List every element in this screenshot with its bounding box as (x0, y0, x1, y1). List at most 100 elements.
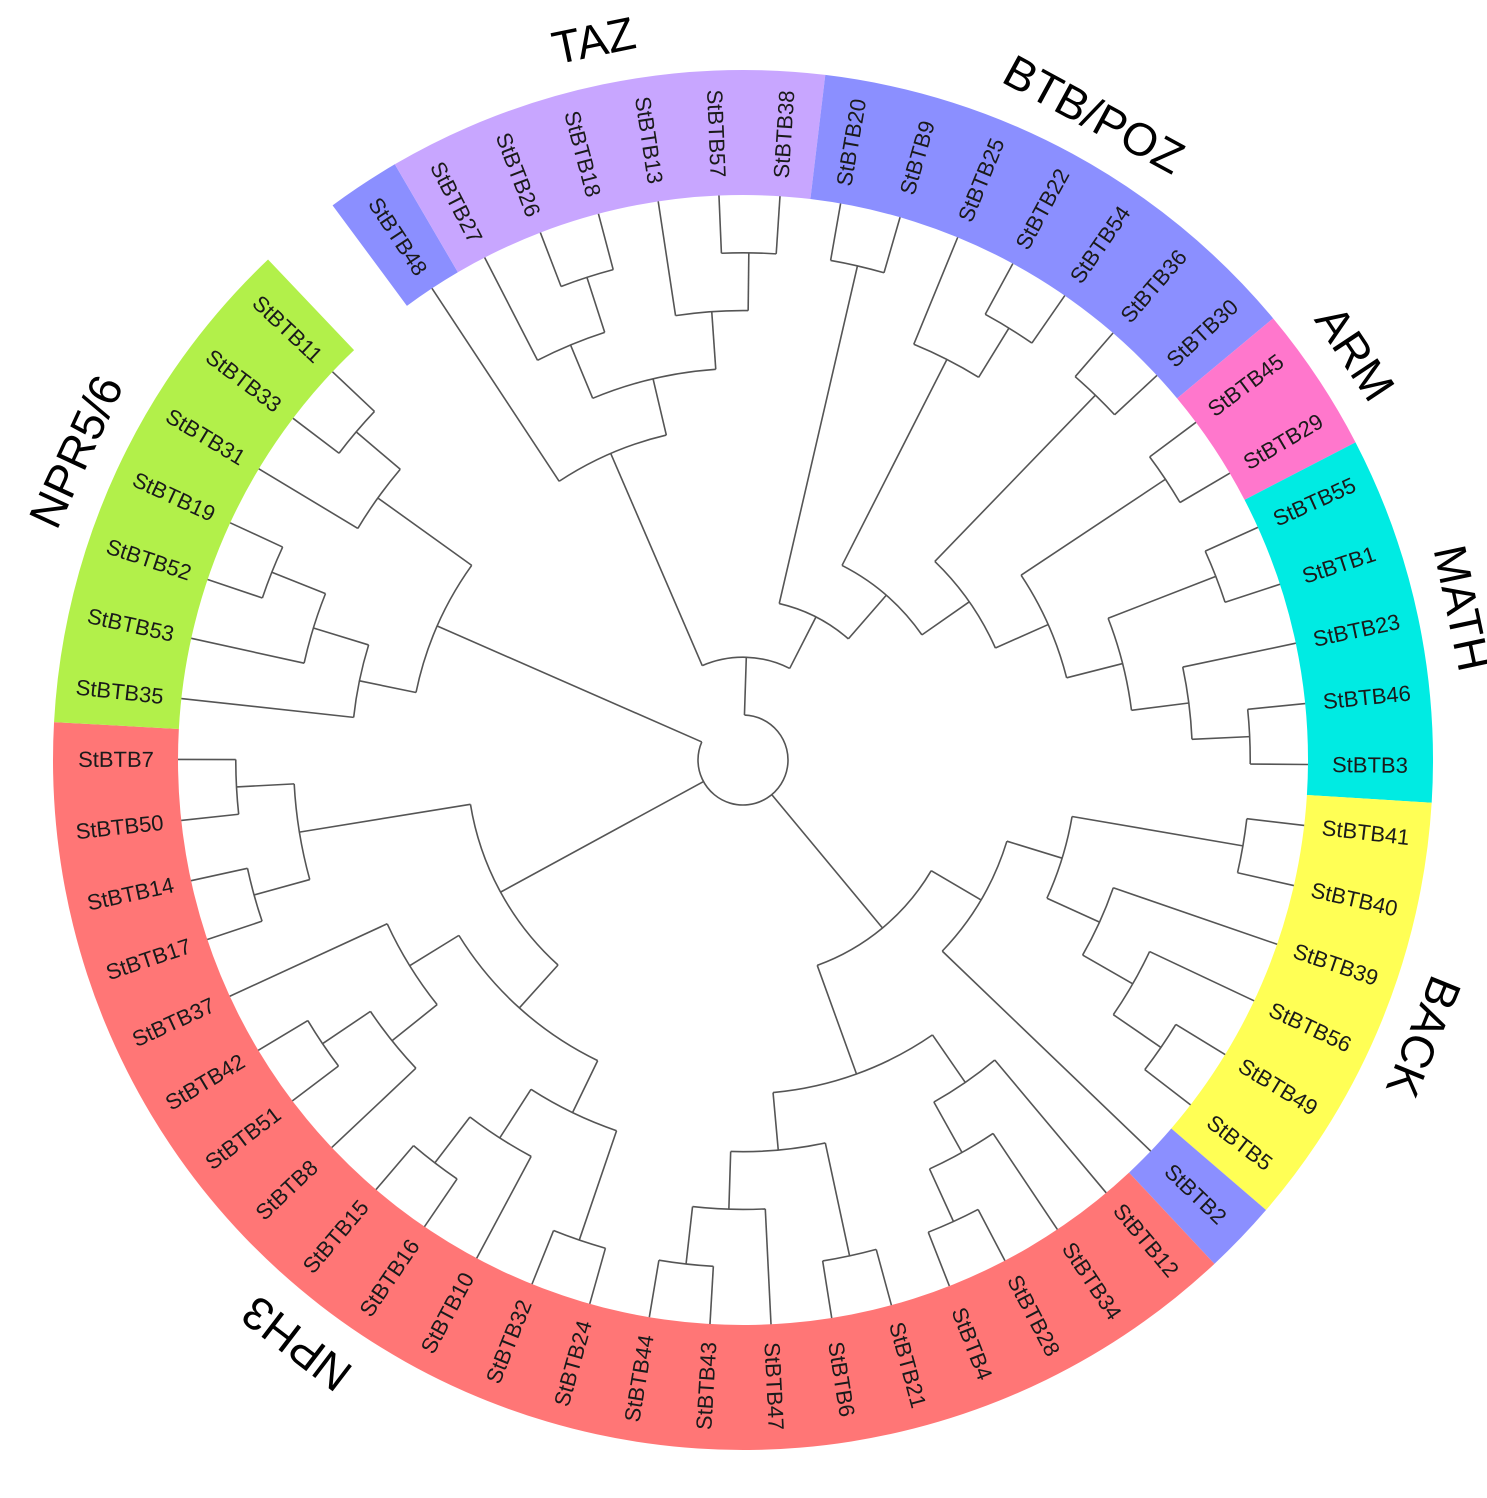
branch-arc-44 (1020, 574, 1068, 678)
branch-arc-111 (458, 934, 599, 1062)
branch-line-112 (571, 1060, 599, 1113)
leaf-label-stbtb43: StBTB43 (691, 1341, 721, 1430)
branch-arc-154 (261, 546, 284, 599)
branch-line-1 (743, 657, 748, 716)
branch-line-106 (709, 1266, 715, 1325)
branch-arc-73 (1081, 887, 1115, 956)
branch-line-71 (1237, 871, 1295, 887)
branch-arc-69 (1236, 818, 1248, 873)
branch-arc-136 (293, 783, 311, 880)
branch-line-81 (1144, 1068, 1192, 1106)
branch-line-36 (1031, 295, 1066, 344)
branch-line-83 (816, 965, 858, 1075)
branch-arc-50 (1107, 617, 1133, 711)
branch-line-85 (931, 1034, 966, 1083)
branch-arc-2 (701, 656, 791, 670)
branch-line-78 (1112, 1014, 1162, 1049)
branch-arc-40 (1074, 376, 1116, 416)
branch-arc-46 (1149, 456, 1181, 503)
branch-line-118 (499, 1088, 532, 1139)
leaf-label-stbtb47: StBTB47 (759, 1342, 788, 1431)
branch-arc-98 (822, 1248, 877, 1262)
sector-btb-poz (810, 74, 1274, 399)
branch-line-32 (913, 237, 959, 345)
branch-arc-122 (413, 1145, 458, 1180)
branch-line-141 (236, 783, 295, 788)
branch-arc-16 (675, 309, 749, 317)
sector-arm (1177, 318, 1356, 500)
branch-line-39 (934, 394, 1096, 562)
branch-arc-138 (246, 868, 263, 922)
branch-line-21 (775, 196, 781, 254)
branch-arc-126 (386, 923, 438, 1006)
branch-line-132 (291, 1065, 339, 1102)
branch-arc-102 (692, 1205, 766, 1211)
branch-line-54 (1224, 583, 1281, 603)
branch-line-95 (772, 1092, 780, 1151)
branch-line-145 (436, 625, 703, 743)
branch-line-155 (207, 578, 263, 599)
sector-taz (394, 70, 826, 273)
branch-arc-119 (469, 1116, 532, 1158)
branch-line-140 (190, 867, 248, 882)
branch-arc-34 (984, 313, 1033, 344)
branch-arc-96 (730, 1142, 826, 1153)
branch-line-3 (609, 453, 704, 666)
branch-line-104 (685, 1206, 694, 1265)
branch-arc-131 (307, 1020, 340, 1067)
branch-arc-79 (1144, 1024, 1177, 1071)
branch-line-93 (977, 1209, 1006, 1262)
branch-line-82 (941, 950, 1152, 1152)
branch-line-114 (578, 1130, 618, 1241)
branch-line-48 (1179, 472, 1231, 504)
branch-arc-142 (234, 759, 240, 815)
branch-line-72 (1046, 897, 1100, 923)
branch-line-162 (292, 417, 340, 454)
branch-line-88 (933, 1101, 963, 1153)
branch-line-123 (423, 1178, 458, 1228)
branch-arc-25 (830, 259, 885, 274)
branch-line-10 (483, 257, 539, 361)
branch-arc-52 (1204, 550, 1226, 603)
sector-btb-poz (1129, 1128, 1267, 1264)
branch-arc-92 (927, 1208, 979, 1233)
leaf-label-stbtb57: StBTB57 (702, 89, 731, 178)
leaf-label-stbtb3: StBTB3 (1332, 752, 1408, 778)
branch-arc-146 (415, 564, 473, 693)
branch-arc-84 (772, 1034, 933, 1094)
branch-arc-89 (929, 1132, 994, 1170)
branch-line-117 (531, 1230, 555, 1285)
branch-line-121 (434, 1116, 471, 1164)
branch-arc-161 (338, 410, 376, 454)
group-label-math: MATH (1424, 541, 1487, 676)
branch-line-18 (747, 252, 750, 311)
branch-line-124 (375, 1145, 415, 1191)
branch-line-64 (930, 869, 982, 901)
branch-arc-63 (816, 870, 932, 967)
branch-arc-115 (553, 1229, 606, 1249)
branch-line-53 (1204, 526, 1259, 552)
branch-line-28 (847, 594, 887, 640)
branch-line-120 (475, 1156, 532, 1259)
branch-arc-113 (530, 1088, 617, 1132)
branch-line-163 (331, 371, 376, 413)
color-ring (53, 70, 1433, 1451)
branch-arc-148 (352, 644, 370, 718)
branch-line-35 (984, 263, 1014, 315)
branch-arc-31 (913, 343, 980, 378)
branch-line-143 (181, 813, 239, 822)
branch-line-87 (994, 1059, 1107, 1194)
branch-line-147 (359, 680, 417, 694)
branch-line-134 (229, 923, 388, 997)
branch-line-80 (1175, 1023, 1226, 1056)
branch-line-26 (829, 203, 842, 261)
branch-line-66 (1006, 840, 1063, 859)
branch-arc-76 (1112, 951, 1151, 1016)
sector-btb-poz (332, 164, 458, 306)
branch-line-17 (657, 201, 677, 316)
branch-line-68 (1071, 815, 1244, 847)
branch-arc-29 (841, 564, 923, 636)
branch-line-100 (821, 1260, 833, 1319)
branch-line-77 (1149, 950, 1255, 1002)
